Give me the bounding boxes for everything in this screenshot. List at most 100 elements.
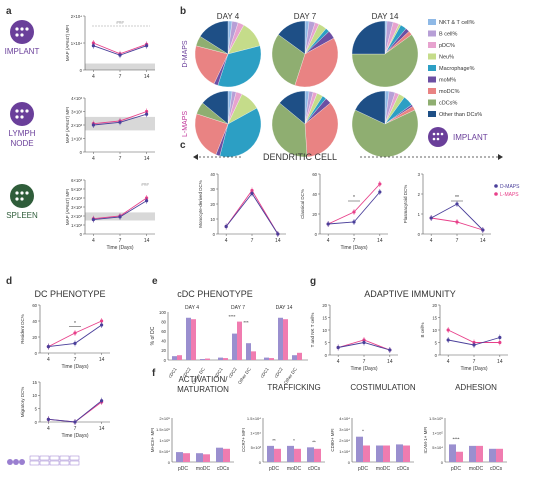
y-tick-label: 5×10⁴ (159, 449, 170, 454)
legend-swatch (428, 76, 436, 83)
day-label: DAY 4 (185, 305, 199, 311)
y-tick-label: 5 (35, 406, 38, 411)
lmaps-point (378, 182, 382, 186)
y-tick-label: 3×10³ (71, 109, 82, 114)
y-axis-title: MHCII+ MFI (150, 428, 155, 452)
y-tick-label: 1×10⁴ (339, 449, 350, 454)
dmaps-point (118, 215, 122, 219)
y-axis-title: Monocyte-derived DC% (198, 180, 203, 228)
pie-slice (279, 90, 306, 125)
tissue-grid-cell (29, 460, 40, 466)
y-tick-label: 0 (35, 351, 38, 356)
x-tick-label: cDC2 (273, 366, 284, 378)
c-plot-1: 60 40 20 0 4 7 14 Time (Days) Classical DC% * (300, 172, 388, 251)
x-tick-label: moDC (469, 466, 484, 472)
y-tick-label: 0 (80, 68, 83, 73)
x-tick-label: 7 (251, 238, 254, 244)
y-tick-label: 0 (213, 232, 216, 237)
dmaps-bar (200, 359, 205, 360)
x-tick-label: pDC (358, 466, 368, 472)
y-tick-label: 2×10³ (71, 214, 82, 219)
icon-disc (10, 184, 34, 208)
lmaps-bar (237, 321, 242, 360)
panel-letter-b: b (180, 6, 186, 17)
lmaps-bar (496, 448, 503, 462)
icon-dot (15, 33, 19, 37)
day-label: DAY 7 (231, 305, 245, 311)
icon-dot (20, 33, 24, 37)
x-tick-label: 14 (497, 359, 503, 365)
pie-row-label: L-MAPS (182, 111, 189, 137)
x-tick-label: 7 (353, 238, 356, 244)
a-plot-0: 2×10⁴ 1×10⁴ 0 4 7 14 MAP (AF647) MFI (65, 14, 155, 80)
y-tick-label: 4×10³ (71, 96, 82, 101)
icon-dot (20, 109, 24, 113)
dmaps-point (326, 222, 330, 226)
pie-D-MAPS-DAY 14 (351, 20, 419, 88)
y-tick-label: 6×10³ (71, 178, 82, 183)
y-axis-title: CD80+ MFI (330, 428, 335, 451)
y-tick-label: 10 (32, 393, 37, 398)
pie-L-MAPS-DAY 7 (271, 90, 339, 158)
x-tick-label: cDCs (490, 466, 503, 472)
y-axis-title: ICAM-1+ MFI (423, 427, 428, 454)
section-title: COSTIMULATION (350, 383, 415, 392)
x-axis-title: Time (Days) (340, 245, 367, 251)
y-tick-label: 15 (432, 315, 437, 320)
legend-label: moM% (439, 78, 456, 84)
tissue-grid-cell (39, 460, 50, 466)
d-plot-migratory: 15 10 5 0 4 7 14 Time (Days) Migratory DC% (20, 380, 110, 439)
x-tick-label: 7 (74, 426, 77, 432)
dmaps-point (91, 123, 95, 127)
dmaps-point (100, 323, 104, 327)
legend-label: L-MAPS (500, 192, 519, 198)
y-tick-label: 5 (435, 340, 438, 345)
dmaps-bar (376, 445, 383, 462)
legend-swatch (428, 19, 436, 25)
g-plot-b-cells: 20 15 10 5 0 4 7 14 Time (Days) B cell% (420, 303, 508, 372)
x-axis-title: Time (Days) (460, 366, 487, 372)
lmaps-point (100, 319, 104, 323)
dmaps-point (73, 341, 77, 345)
icon-dot (436, 132, 440, 136)
legend-marker (494, 184, 498, 188)
panel-letter-f: f (152, 368, 156, 379)
x-tick-label: 14 (480, 238, 486, 244)
tissue-grid-cell (39, 455, 50, 461)
dmaps-bar (232, 333, 237, 360)
significance-marker: ### (116, 20, 124, 25)
dmaps-point (118, 120, 122, 124)
dmaps-bar (172, 356, 177, 360)
x-tick-label: 14 (99, 426, 105, 432)
icon-dot (15, 109, 19, 113)
lmaps-series-line (327, 183, 381, 225)
a-plot-2: 6×10³ 5×10³ 4×10³ 3×10³ 2×10³ 1×10³ 0 4 7 14 Time … (65, 178, 155, 251)
y-tick-label: 1×10⁴ (250, 430, 261, 435)
panel-letter-d: d (6, 276, 12, 287)
tissue-grid-cell (49, 460, 60, 466)
x-tick-label: 4 (47, 426, 50, 432)
x-tick-label: pDC (269, 466, 279, 472)
implant-badge-icon (428, 127, 448, 147)
lmaps-bar (283, 319, 288, 360)
panel-letter-a: a (6, 6, 12, 17)
dmaps-point (481, 228, 485, 232)
x-tick-label: 4 (337, 359, 340, 365)
dmaps-bar (216, 447, 223, 462)
y-tick-label: 5×10³ (251, 445, 262, 450)
y-tick-label: 2×10⁴ (339, 438, 350, 443)
lmaps-point (73, 331, 77, 335)
y-tick-label: 1×10⁵ (432, 430, 443, 435)
dmaps-point (472, 343, 476, 347)
x-tick-label: pDC (451, 466, 461, 472)
pie-slice (199, 20, 229, 55)
x-tick-label: moDC (376, 466, 391, 472)
tissue-grid-cell (59, 460, 70, 466)
day-label: DAY 14 (372, 12, 399, 21)
dmaps-bar (176, 452, 183, 462)
lmaps-bar (363, 445, 370, 462)
icon-dot (15, 197, 19, 201)
x-tick-label: 4 (225, 238, 228, 244)
x-tick-label: moDC (287, 466, 302, 472)
y-tick-label: 0 (418, 232, 421, 237)
